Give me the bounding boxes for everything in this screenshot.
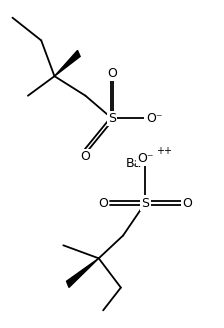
Text: Ba: Ba	[126, 157, 142, 171]
Text: O⁻: O⁻	[137, 152, 153, 165]
Polygon shape	[54, 51, 80, 76]
Text: O: O	[80, 150, 90, 163]
Text: S: S	[108, 112, 116, 125]
Text: ++: ++	[156, 146, 172, 156]
Text: S: S	[141, 196, 149, 210]
Text: O⁻: O⁻	[146, 112, 162, 125]
Text: O: O	[98, 196, 108, 210]
Polygon shape	[67, 258, 99, 287]
Text: O: O	[182, 196, 192, 210]
Text: O: O	[107, 67, 117, 80]
